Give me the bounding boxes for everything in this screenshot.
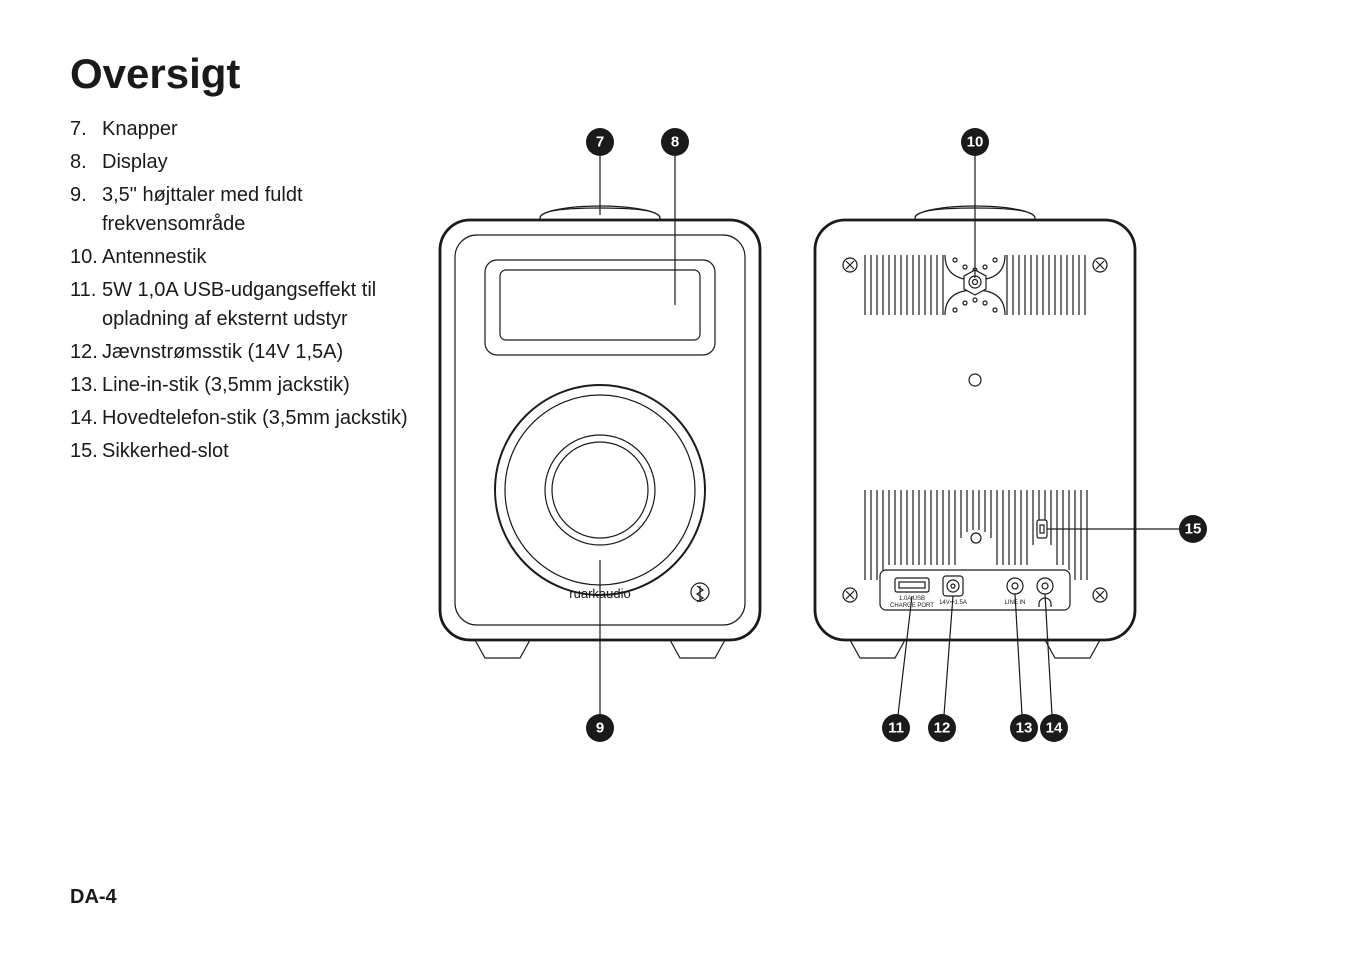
- svg-text:12: 12: [934, 720, 951, 737]
- item-number: 7.: [70, 115, 102, 144]
- item-text: Antennestik: [102, 243, 430, 272]
- callout-8: 8: [661, 128, 689, 156]
- list-item: 9. 3,5" højttaler med fuldt frekvensområ…: [70, 181, 430, 239]
- callout-14: 14: [1040, 714, 1068, 742]
- callout-9: 9: [586, 714, 614, 742]
- page-number: DA-4: [70, 886, 117, 909]
- usb-label-2: CHARGE PORT: [890, 603, 934, 609]
- svg-text:7: 7: [596, 134, 604, 151]
- parts-list: 7. Knapper 8. Display 9. 3,5" højttaler …: [70, 115, 430, 470]
- callout-7: 7: [586, 128, 614, 156]
- list-item: 10. Antennestik: [70, 243, 430, 272]
- list-item: 13. Line-in-stik (3,5mm jackstik): [70, 371, 430, 400]
- item-text: Knapper: [102, 115, 430, 144]
- svg-text:13: 13: [1016, 720, 1033, 737]
- item-text: 5W 1,0A USB-udgangseffekt til opladning …: [102, 276, 430, 334]
- svg-text:15: 15: [1185, 521, 1202, 538]
- callout-11: 11: [882, 714, 910, 742]
- item-number: 11.: [70, 276, 102, 334]
- svg-text:14: 14: [1046, 720, 1063, 737]
- list-item: 8. Display: [70, 148, 430, 177]
- item-text: 3,5" højttaler med fuldt frekvensområde: [102, 181, 430, 239]
- item-number: 15.: [70, 437, 102, 466]
- list-item: 11. 5W 1,0A USB-udgangseffekt til opladn…: [70, 276, 430, 334]
- list-item: 12. Jævnstrømsstik (14V 1,5A): [70, 338, 430, 367]
- item-text: Hovedtelefon-stik (3,5mm jackstik): [102, 404, 430, 433]
- item-text: Jævnstrømsstik (14V 1,5A): [102, 338, 430, 367]
- item-number: 14.: [70, 404, 102, 433]
- item-number: 8.: [70, 148, 102, 177]
- list-item: 14. Hovedtelefon-stik (3,5mm jackstik): [70, 404, 430, 433]
- svg-text:8: 8: [671, 134, 679, 151]
- item-text: Sikkerhed-slot: [102, 437, 430, 466]
- callout-12: 12: [928, 714, 956, 742]
- callout-10: 10: [961, 128, 989, 156]
- manual-page: Oversigt 7. Knapper 8. Display 9. 3,5" h…: [0, 0, 1349, 954]
- product-diagram: ruarkaudio 7 8 9: [420, 120, 1240, 760]
- callout-13: 13: [1010, 714, 1038, 742]
- item-text: Line-in-stik (3,5mm jackstik): [102, 371, 430, 400]
- item-number: 13.: [70, 371, 102, 400]
- list-item: 15. Sikkerhed-slot: [70, 437, 430, 466]
- list-item: 7. Knapper: [70, 115, 430, 144]
- item-number: 10.: [70, 243, 102, 272]
- svg-text:11: 11: [888, 720, 904, 737]
- svg-text:10: 10: [967, 134, 984, 151]
- item-number: 9.: [70, 181, 102, 239]
- callout-15: 15: [1179, 515, 1207, 543]
- item-text: Display: [102, 148, 430, 177]
- page-title: Oversigt: [70, 50, 240, 98]
- item-number: 12.: [70, 338, 102, 367]
- svg-text:9: 9: [596, 720, 604, 737]
